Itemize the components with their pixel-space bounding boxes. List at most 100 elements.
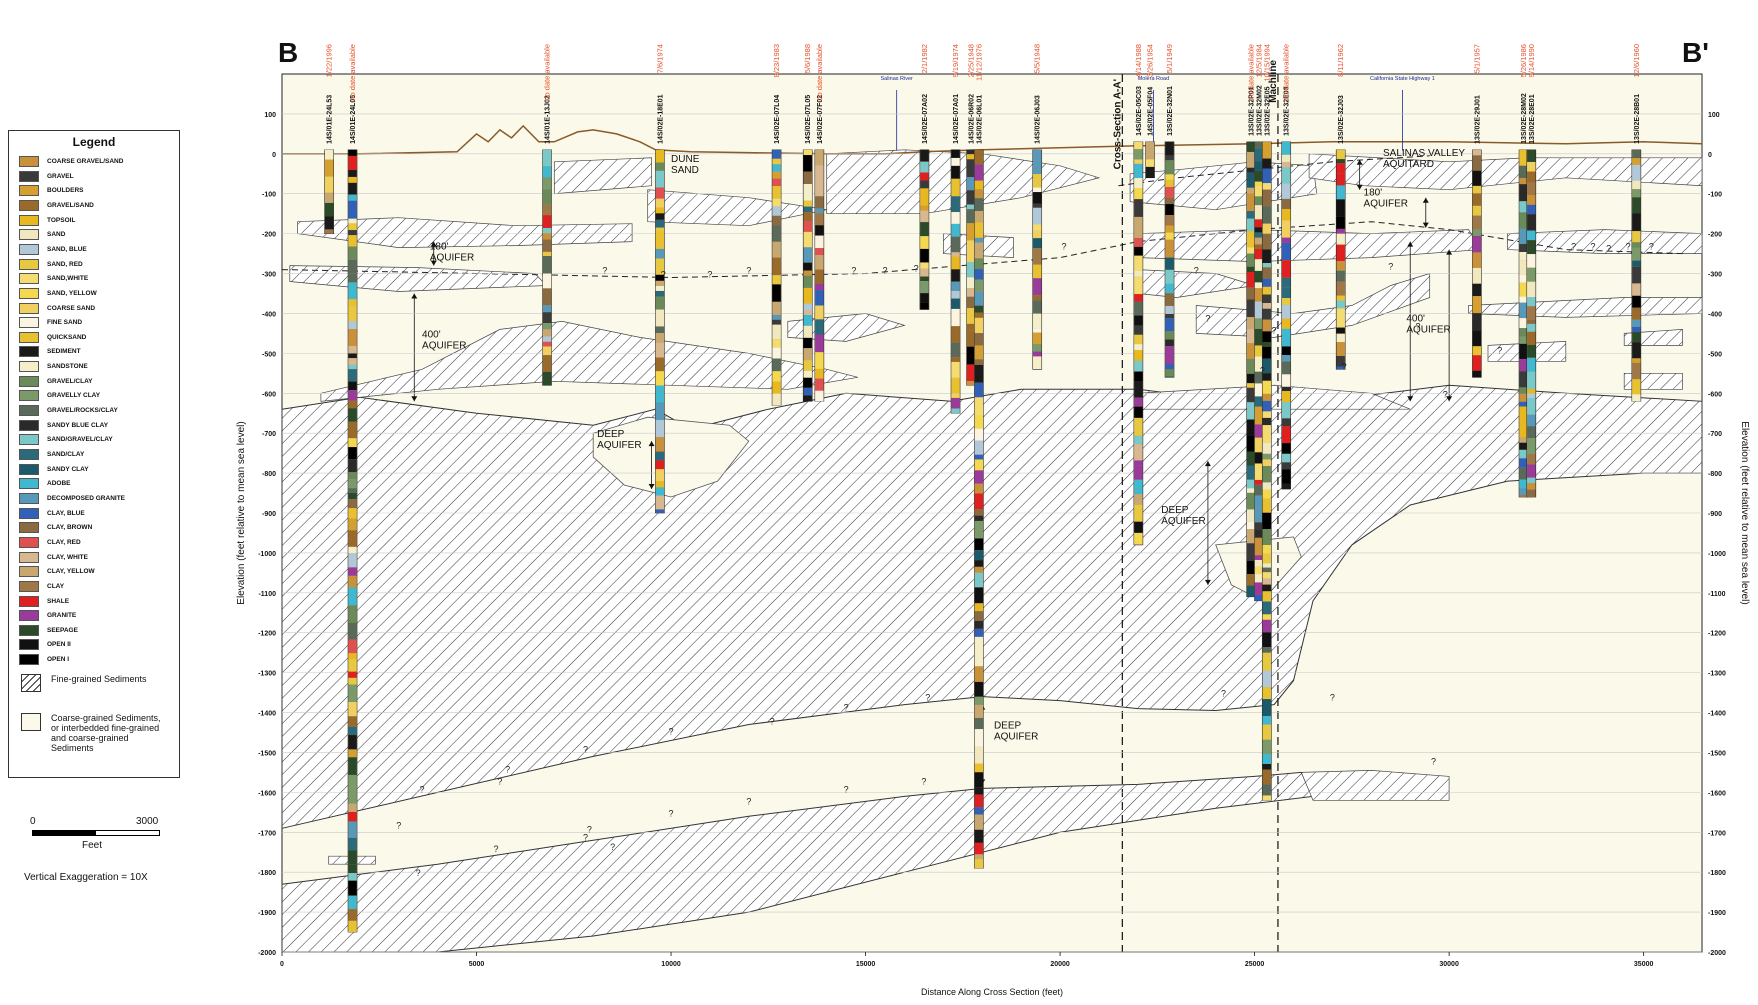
y-tick-label: -900 (262, 511, 276, 518)
well-log-interval (542, 166, 552, 178)
legend-item: OPEN II (19, 638, 71, 651)
well-log-interval (1472, 215, 1482, 230)
well-log-interval (803, 387, 812, 396)
y-tick-label-right: -900 (1708, 511, 1722, 518)
well-log-interval (542, 273, 552, 289)
well-log-interval (1262, 795, 1271, 801)
well-log-interval (1247, 253, 1256, 267)
legend-item: BOULDERS (19, 184, 83, 197)
uncertain-contact-marker: ? (1431, 756, 1436, 766)
well-log-interval (655, 198, 665, 208)
well-log-interval (1336, 228, 1345, 234)
well-log-interval (1134, 325, 1143, 335)
uncertain-contact-marker: ? (583, 744, 588, 754)
legend-swatch (19, 375, 39, 387)
well-log-interval (974, 696, 984, 705)
well-log-interval (1262, 601, 1271, 615)
well-log-interval (966, 296, 976, 309)
well-log-interval (1134, 381, 1143, 398)
well-log-interval (655, 481, 665, 488)
well-log-interval (974, 365, 984, 383)
well-log-interval (1033, 300, 1042, 314)
well-log-interval (1033, 278, 1042, 296)
well-log-interval (1247, 435, 1256, 452)
well-id-label: 13S/02E-32M02 (1256, 85, 1263, 136)
well-log-interval (966, 209, 976, 224)
well-log-interval (951, 256, 960, 270)
well-log-interval (951, 361, 960, 378)
y-tick-label: -600 (262, 391, 276, 398)
well-log-interval (348, 567, 357, 576)
well-log-interval (1632, 283, 1641, 296)
well-log-interval (920, 302, 929, 310)
well-log-interval (542, 204, 552, 216)
well-date-label: 5/1/1949 (1165, 44, 1174, 73)
legend-item: SAND/GRAVEL/CLAY (19, 433, 113, 446)
well-log-interval (803, 155, 812, 172)
well-log-interval (1472, 330, 1482, 347)
well-log-interval (1254, 232, 1264, 238)
well-log-interval (348, 553, 357, 568)
well-log-interval (772, 381, 781, 394)
well-log-interval (1254, 205, 1264, 220)
well-log-interval (655, 437, 665, 452)
legend-label: SAND,WHITE (47, 275, 89, 283)
well-log-interval (772, 257, 781, 276)
y-tick-label-right: 0 (1708, 152, 1712, 159)
well-log-interval (1254, 424, 1264, 438)
well-log-interval (1262, 753, 1271, 764)
well-log-interval (1247, 172, 1256, 188)
well-log-interval (1527, 182, 1536, 196)
legend-swatch (19, 229, 39, 241)
well-log-interval (974, 279, 984, 292)
well-log-interval (1632, 260, 1641, 267)
well-log-interval (1262, 206, 1271, 224)
well-log-interval (1262, 591, 1271, 602)
well-log-interval (803, 220, 812, 232)
well-log-interval (974, 787, 984, 795)
legend-item: CLAY, BROWN (19, 521, 92, 534)
well-id-label: 14S/02E-06J03 (1035, 95, 1042, 144)
well-log-interval (542, 312, 552, 324)
well-log-interval (1282, 328, 1291, 347)
well-log-interval (974, 636, 984, 652)
well-log-interval (1472, 149, 1482, 156)
well-date-label: 5/6/1988 (803, 44, 812, 73)
well-log-interval (1134, 315, 1143, 326)
well-log-interval (1519, 178, 1528, 185)
well-log-interval (974, 666, 984, 678)
well-log-interval (974, 180, 984, 190)
well-log-interval (1254, 452, 1264, 464)
well-log-interval (1134, 460, 1143, 466)
well-log-interval (772, 393, 781, 406)
well-id-label: 13S/02E-29J01 (1474, 95, 1481, 144)
well-log-interval (1519, 343, 1528, 360)
uncertain-contact-marker: ? (505, 764, 510, 774)
well-log-interval (951, 196, 960, 213)
uncertain-contact-marker: ? (925, 693, 930, 703)
well-log-interval (1134, 435, 1143, 445)
well-log-interval (348, 149, 357, 156)
well-log-interval (1632, 158, 1641, 165)
well-log-interval (974, 794, 984, 808)
well-log-interval (974, 746, 984, 764)
well-log-interval (1282, 167, 1291, 184)
legend-item: GRAVEL/ROCKS/CLAY (19, 404, 118, 417)
well-log-interval (1632, 358, 1641, 363)
well-log-interval (966, 381, 976, 386)
well-log-interval (1254, 555, 1264, 560)
well-log-interval (1254, 288, 1264, 302)
y-tick-label-right: -1500 (1708, 750, 1726, 757)
fine-grained-lens (647, 189, 827, 227)
well-log-interval (974, 305, 984, 313)
well-log-interval (1632, 213, 1641, 232)
well-log-interval (1262, 249, 1271, 264)
well-log-interval (974, 842, 984, 855)
legend-swatch (19, 551, 39, 563)
well-log-interval (1336, 356, 1345, 367)
well-log-interval (951, 326, 960, 343)
well-date-label: no date available (815, 44, 824, 101)
well-log-interval (1472, 193, 1482, 206)
legend-swatch (19, 536, 39, 548)
well-log-interval (966, 190, 976, 205)
